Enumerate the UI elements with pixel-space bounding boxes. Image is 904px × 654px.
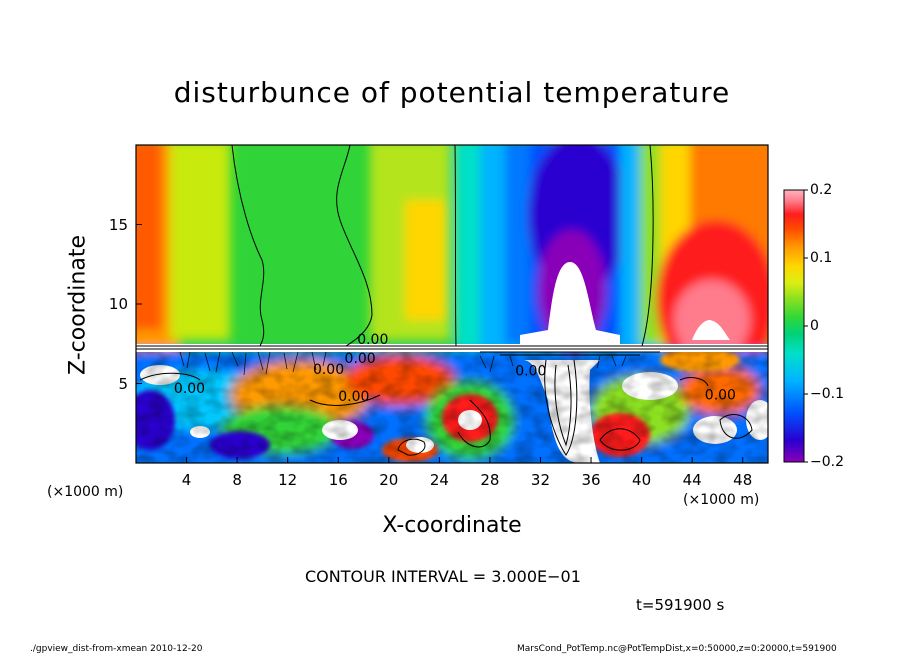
- footer-file-info: MarsCond_PotTemp.nc@PotTempDist,x=0:5000…: [517, 644, 837, 654]
- colorbar-tick-label: 0: [810, 318, 819, 334]
- colorbar-tick-label: 0.1: [810, 250, 833, 266]
- footer-script-info: ./gpview_dist-from-xmean 2010-12-20: [30, 644, 203, 654]
- x-unit-label-right: (×1000 m): [683, 492, 760, 508]
- x-tick-label: 48: [733, 471, 753, 489]
- contour-label: 0.00: [357, 332, 388, 348]
- colorbar-ticks: [804, 189, 808, 463]
- colorbar: [783, 189, 805, 463]
- y-axis-label: Z-coordinate: [65, 235, 91, 375]
- contour-label: 0.00: [313, 362, 344, 378]
- y-tick-label: 15: [108, 215, 128, 234]
- x-tick-label: 12: [278, 471, 298, 489]
- colorbar-tick-label: 0.2: [810, 182, 833, 198]
- x-tick-label: 8: [232, 471, 242, 489]
- x-tick-label: 36: [581, 471, 601, 489]
- contour-label: 0.00: [174, 381, 205, 397]
- contour-labels: 0.000.000.000.00 0.000.000.00: [174, 332, 736, 405]
- x-tick-label: 28: [480, 471, 500, 489]
- time-label: t=591900 s: [636, 596, 725, 614]
- contour-label: 0.00: [705, 387, 736, 403]
- x-tick-label: 32: [530, 471, 551, 489]
- y-tick-label: 10: [108, 295, 128, 313]
- x-tick-label: 40: [632, 471, 652, 489]
- colorbar-tick-label: −0.2: [810, 454, 844, 470]
- x-tick-label: 24: [429, 471, 449, 489]
- contour-interval-text: CONTOUR INTERVAL = 3.000E−01: [305, 567, 581, 586]
- y-tick-marks: [136, 224, 142, 384]
- x-tick-label: 4: [181, 471, 192, 489]
- x-tick-marks: [186, 457, 744, 463]
- x-axis-label: X-coordinate: [382, 513, 522, 538]
- contour-label: 0.00: [338, 389, 369, 405]
- chart-title: disturbunce of potential temperature: [173, 76, 731, 109]
- x-tick-label: 44: [682, 471, 702, 489]
- contour-label: 0.00: [515, 364, 546, 380]
- x-tick-label: 20: [379, 471, 399, 489]
- heatmap-field: [136, 145, 768, 463]
- colorbar-tick-label: −0.1: [810, 386, 844, 402]
- y-tick-label: 5: [118, 374, 128, 393]
- x-tick-label: 16: [328, 471, 348, 489]
- x-unit-label-left: (×1000 m): [47, 484, 124, 500]
- contour-label: 0.00: [345, 351, 376, 367]
